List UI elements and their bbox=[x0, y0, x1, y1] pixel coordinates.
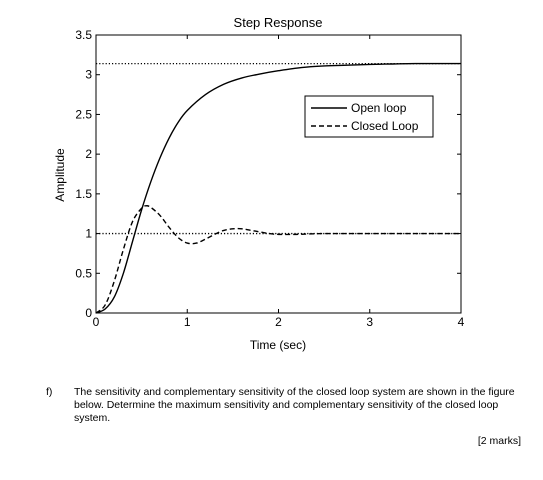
y-tick-label: 1 bbox=[85, 227, 92, 241]
y-tick-label: 3.5 bbox=[75, 28, 92, 42]
question-marks: [2 marks] bbox=[477, 435, 521, 447]
y-tick-label: 2.5 bbox=[75, 107, 92, 121]
x-axis-label: Time (sec) bbox=[250, 338, 306, 352]
x-tick-label: 4 bbox=[458, 315, 465, 329]
axes-box bbox=[95, 34, 462, 314]
legend: Open loop Closed Loop bbox=[304, 95, 434, 138]
series-line-closed-loop bbox=[95, 205, 461, 314]
legend-entry: Closed Loop bbox=[351, 119, 419, 133]
y-tick-label: 0 bbox=[85, 306, 92, 320]
chart-title: Step Response bbox=[234, 15, 323, 30]
question-letter: f) bbox=[46, 386, 53, 398]
y-tick-label: 2 bbox=[85, 147, 92, 161]
x-tick-label: 0 bbox=[93, 315, 100, 329]
plot-area: 0 1 2 3 4 0 0.5 1 1.5 2 2.5 3 3.5 Open loop Closed Loo… bbox=[75, 28, 464, 329]
step-response-chart: Step Response Amplitude Time (sec) 0 1 2 3 4… bbox=[53, 15, 465, 352]
question-text: The sensitivity and complementary sensit… bbox=[74, 386, 515, 424]
legend-entry: Open loop bbox=[351, 101, 407, 115]
series-line-open-loop bbox=[95, 62, 462, 314]
legend-box bbox=[304, 95, 434, 138]
y-tick-label: 3 bbox=[85, 68, 92, 82]
y-tick-label: 0.5 bbox=[75, 266, 92, 280]
x-tick-label: 1 bbox=[184, 315, 191, 329]
y-tick-label: 1.5 bbox=[75, 187, 92, 201]
x-tick-label: 3 bbox=[366, 315, 373, 329]
x-tick-label: 2 bbox=[275, 315, 282, 329]
y-axis-label: Amplitude bbox=[53, 148, 67, 202]
